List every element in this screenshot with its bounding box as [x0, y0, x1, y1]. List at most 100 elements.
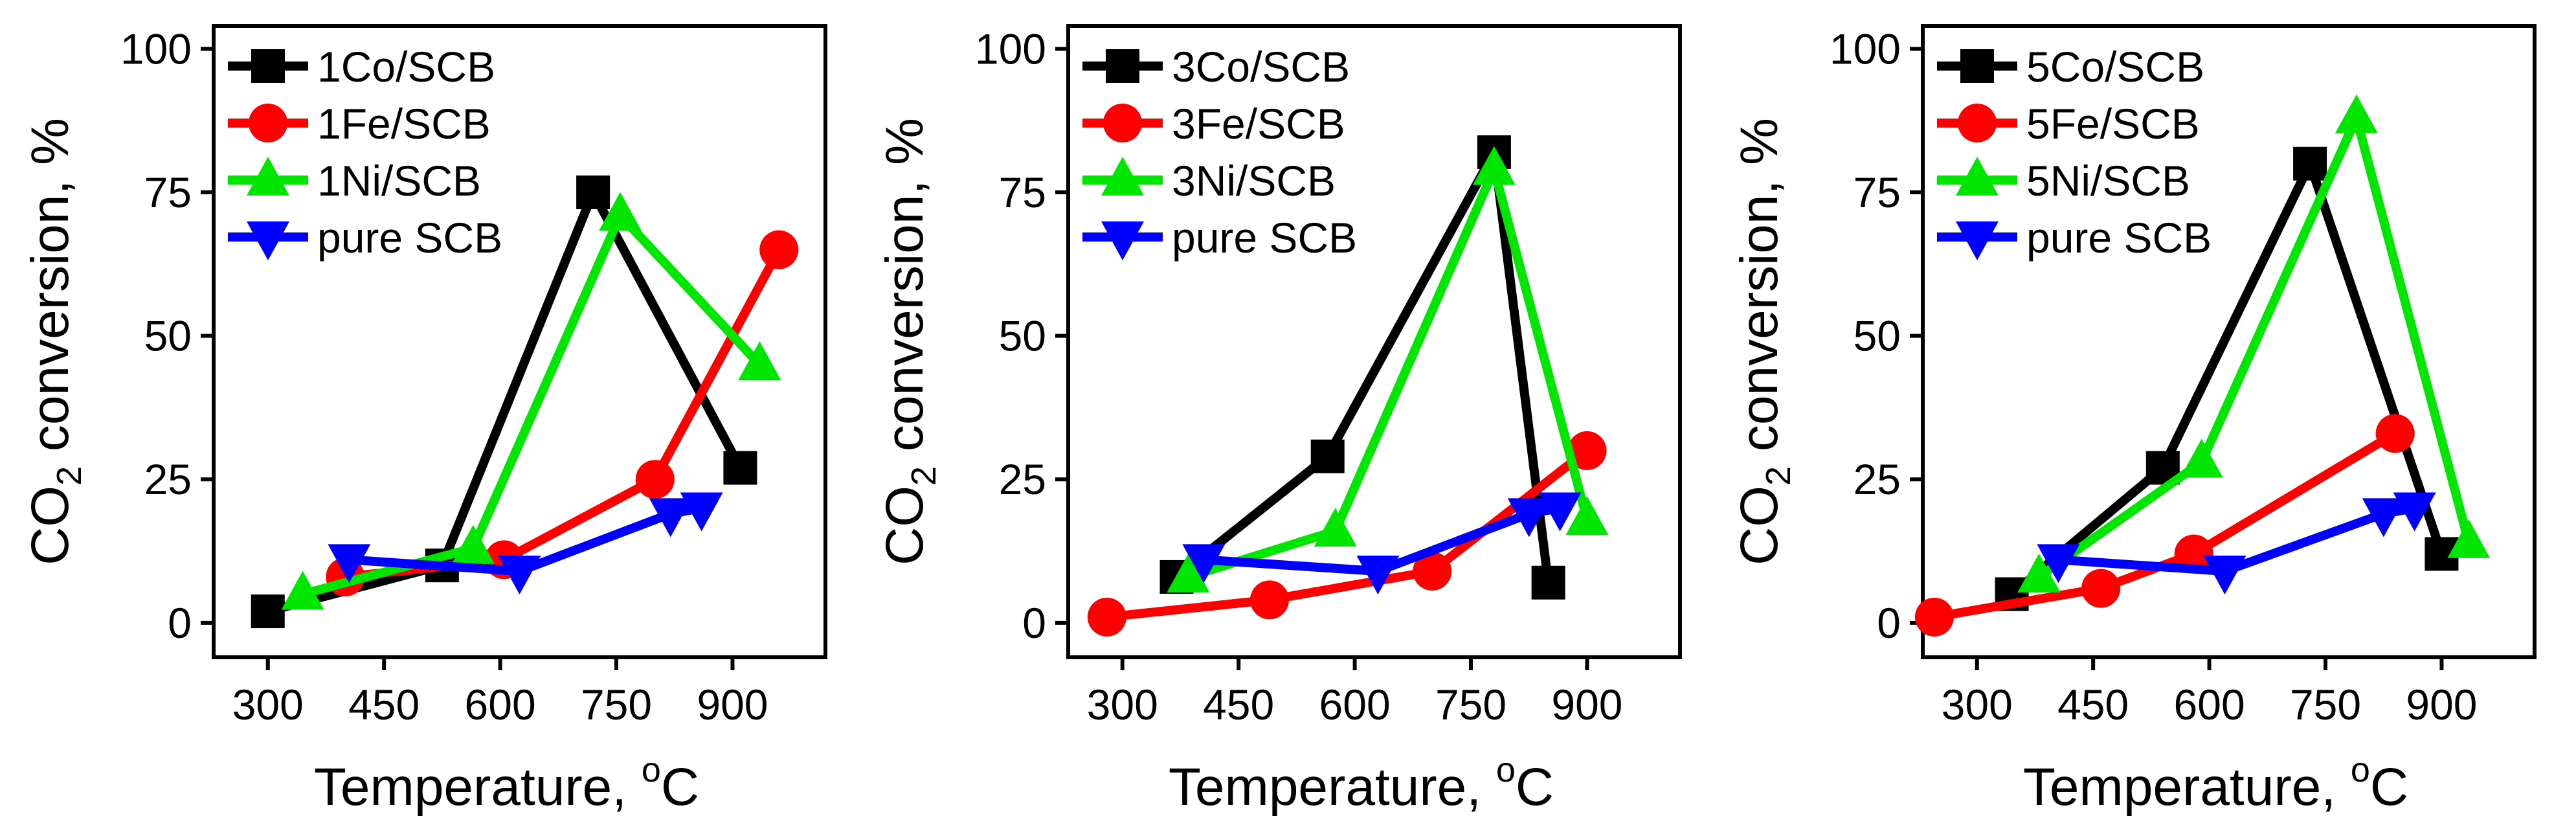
legend-label: pure SCB	[317, 214, 502, 262]
legend-label: 1Ni/SCB	[317, 157, 481, 205]
data-point	[1567, 431, 1607, 470]
data-point	[1565, 496, 1609, 536]
y-tick-label: 0	[168, 599, 192, 647]
y-tick-label: 50	[144, 312, 192, 360]
data-point	[251, 594, 285, 629]
y-tick-label: 0	[1022, 599, 1046, 647]
series-line	[2009, 152, 2447, 598]
x-axis-title: Temperature, oC	[1169, 751, 1554, 817]
legend-label: pure SCB	[1172, 214, 1357, 262]
x-tick-label: 300	[1942, 681, 2013, 729]
series-line	[2036, 104, 2474, 581]
data-point	[2037, 544, 2080, 583]
y-tick-label: 50	[1854, 312, 1901, 360]
data-point	[738, 341, 781, 380]
legend-marker	[247, 157, 289, 196]
x-tick-label: 600	[1319, 681, 1391, 729]
data-point	[2447, 519, 2491, 558]
data-point	[2174, 534, 2213, 574]
data-point	[2180, 438, 2223, 478]
y-tick-label: 25	[144, 455, 192, 503]
x-tick-label: 450	[348, 681, 420, 729]
data-point	[2081, 569, 2121, 608]
series-line	[348, 503, 702, 576]
x-tick-label: 600	[2174, 681, 2245, 729]
series-line	[301, 207, 763, 599]
y-axis-title: CO2 conversion, %	[21, 118, 89, 565]
x-tick-label: 750	[1435, 681, 1506, 729]
data-point	[2362, 498, 2405, 537]
chart-panel-1: 0 25 50 75 100 300 450 600 750 900 Temperature, oC…	[21, 24, 827, 817]
legend-marker	[247, 221, 289, 260]
y-axis-title: CO2 conversion, %	[875, 118, 943, 565]
x-axis-title: Temperature, oC	[314, 751, 699, 817]
y-tick-label: 100	[1830, 25, 1901, 73]
legend-label: 5Fe/SCB	[2026, 100, 2200, 148]
legend-marker	[1101, 157, 1144, 196]
y-tick-label: 0	[1877, 599, 1901, 647]
legend-marker	[249, 104, 287, 142]
legend-label: 1Co/SCB	[317, 43, 495, 91]
plot-frame	[1921, 24, 2537, 659]
legend-marker	[1956, 221, 1999, 260]
y-tick-label: 100	[120, 25, 192, 73]
legend-marker	[1956, 157, 1999, 196]
legend-label: 5Co/SCB	[2026, 43, 2204, 91]
legend-marker	[1960, 49, 1994, 83]
data-point	[1182, 544, 1226, 583]
data-point	[680, 492, 723, 532]
data-point	[1314, 508, 1357, 547]
data-point	[576, 175, 610, 210]
data-point	[2375, 414, 2415, 453]
y-tick-label: 50	[999, 312, 1046, 360]
data-point	[1310, 439, 1345, 473]
legend-marker	[251, 49, 285, 83]
legend-marker	[1103, 104, 1142, 142]
x-tick-label: 750	[2290, 681, 2361, 729]
data-point	[723, 451, 757, 485]
x-tick-label: 450	[1203, 681, 1274, 729]
data-point	[1472, 146, 1516, 185]
x-tick-label: 300	[1087, 681, 1158, 729]
x-tick-label: 900	[697, 681, 768, 729]
x-tick-label: 450	[2057, 681, 2129, 729]
data-point	[1250, 580, 1290, 620]
legend-marker	[1106, 49, 1139, 83]
legend-label: 3Co/SCB	[1172, 43, 1350, 91]
legend-label: pure SCB	[2026, 214, 2212, 262]
x-tick-label: 300	[232, 681, 304, 729]
chart-panel-3: 0 25 50 75 100 300 450 600 750 900 Temperature, oC…	[1730, 24, 2537, 817]
legend-marker	[1958, 104, 1997, 142]
data-point	[1538, 492, 1582, 532]
series-line	[1933, 429, 2398, 622]
data-point	[1356, 556, 1400, 595]
y-axis-title: CO2 conversion, %	[1730, 118, 1798, 565]
x-tick-label: 600	[465, 681, 536, 729]
x-tick-label: 900	[2406, 681, 2477, 729]
y-tick-label: 100	[975, 25, 1046, 73]
y-tick-label: 75	[144, 168, 192, 216]
data-point	[281, 571, 324, 610]
plot-frame	[1066, 24, 1682, 659]
data-point	[1531, 565, 1565, 600]
series-line	[1203, 503, 1561, 576]
legend-label: 3Ni/SCB	[1172, 157, 1336, 205]
data-point	[2203, 556, 2246, 595]
x-axis-title: Temperature, oC	[2023, 751, 2408, 817]
legend-label: 3Fe/SCB	[1172, 100, 1345, 148]
series-line	[1174, 137, 1553, 583]
data-point	[2017, 553, 2061, 593]
data-point	[2393, 492, 2436, 532]
data-point	[635, 460, 675, 499]
data-point	[759, 230, 799, 269]
data-point	[649, 498, 692, 537]
data-point	[451, 525, 495, 564]
data-point	[1413, 552, 1452, 591]
data-point	[328, 544, 371, 583]
legend-marker	[1101, 221, 1144, 260]
series-line	[2057, 503, 2415, 576]
legend-label: 1Fe/SCB	[317, 100, 491, 148]
data-point	[599, 192, 642, 231]
data-point	[1167, 553, 1210, 593]
y-tick-label: 75	[1854, 168, 1901, 216]
